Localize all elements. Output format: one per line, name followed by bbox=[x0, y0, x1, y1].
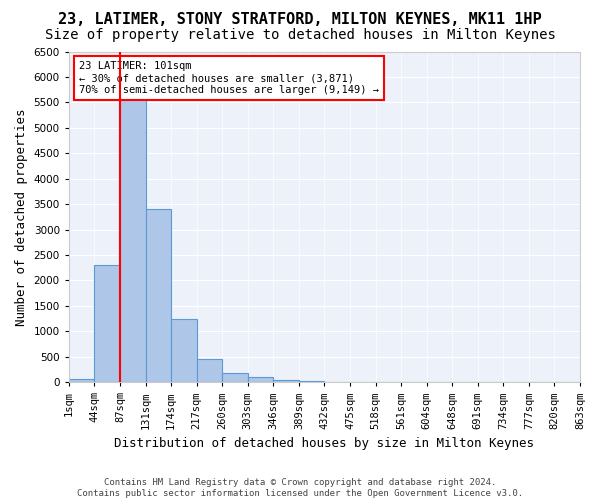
Y-axis label: Number of detached properties: Number of detached properties bbox=[15, 108, 28, 326]
Bar bbox=[94, 265, 120, 382]
Bar bbox=[120, 74, 146, 382]
Text: 23, LATIMER, STONY STRATFORD, MILTON KEYNES, MK11 1HP: 23, LATIMER, STONY STRATFORD, MILTON KEY… bbox=[58, 12, 542, 28]
Text: 23 LATIMER: 101sqm
← 30% of detached houses are smaller (3,871)
70% of semi-deta: 23 LATIMER: 101sqm ← 30% of detached hou… bbox=[79, 62, 379, 94]
Bar bbox=[197, 359, 222, 382]
Bar bbox=[69, 379, 94, 382]
Bar bbox=[146, 209, 171, 382]
Bar bbox=[299, 381, 325, 382]
Bar bbox=[222, 373, 248, 382]
Bar bbox=[248, 377, 273, 382]
Text: Size of property relative to detached houses in Milton Keynes: Size of property relative to detached ho… bbox=[44, 28, 556, 42]
Text: Contains HM Land Registry data © Crown copyright and database right 2024.
Contai: Contains HM Land Registry data © Crown c… bbox=[77, 478, 523, 498]
Bar bbox=[171, 318, 197, 382]
Bar bbox=[273, 380, 299, 382]
X-axis label: Distribution of detached houses by size in Milton Keynes: Distribution of detached houses by size … bbox=[115, 437, 535, 450]
